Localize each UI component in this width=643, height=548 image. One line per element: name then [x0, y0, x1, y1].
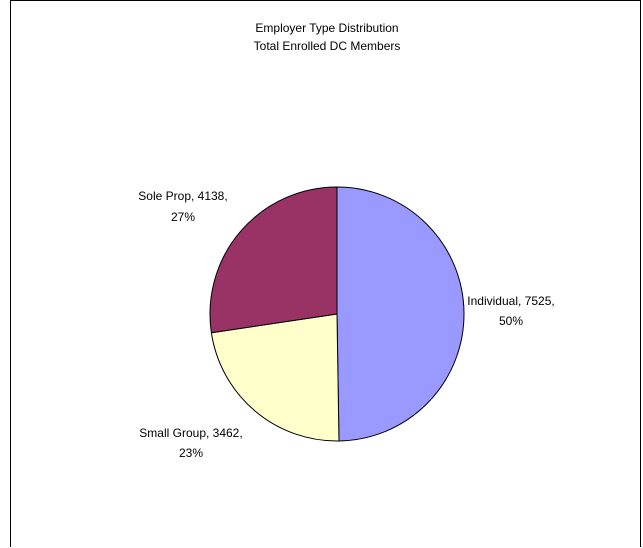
data-label-sole-prop-percent: 27% [171, 210, 195, 224]
chart-subtitle: Total Enrolled DC Members [254, 39, 401, 53]
chart-title: Employer Type Distribution [255, 21, 398, 35]
data-label-small-group: Small Group, 3462, [139, 426, 242, 440]
pie-slices [209, 186, 465, 442]
data-label-sole-prop: Sole Prop, 4138, [138, 189, 227, 203]
pie-chart: Employer Type Distribution Total Enrolle… [138, 21, 554, 460]
data-label-individual-percent: 50% [499, 314, 523, 328]
data-label-small-group-percent: 23% [179, 446, 203, 460]
pie-slice-small-group [210, 313, 340, 442]
chart-frame: Employer Type Distribution Total Enrolle… [10, 0, 641, 547]
pie-slice-sole-prop [209, 186, 338, 334]
pie-slice-individual [336, 186, 465, 442]
data-label-individual: Individual, 7525, [467, 294, 554, 308]
